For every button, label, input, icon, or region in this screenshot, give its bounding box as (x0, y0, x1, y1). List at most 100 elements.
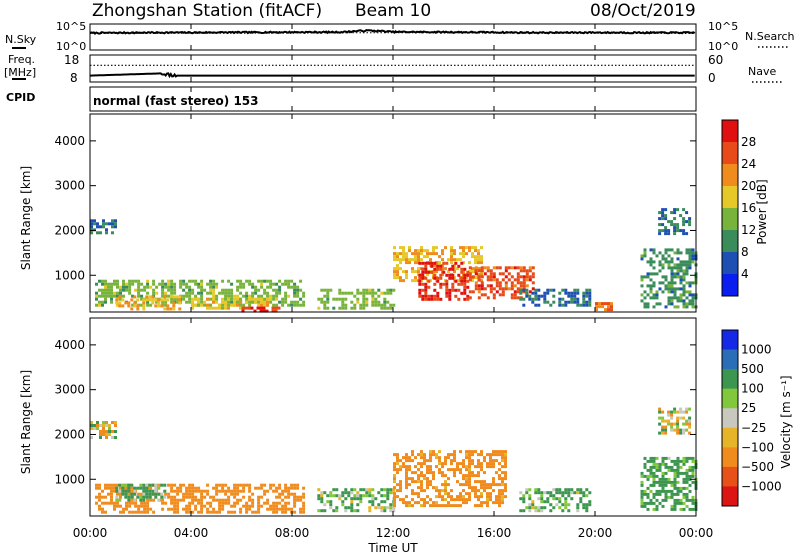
heatmap-cell (188, 507, 192, 511)
heatmap-cell (688, 254, 692, 258)
heatmap-cell (380, 291, 384, 295)
heatmap-cell (127, 486, 131, 490)
heatmap-cell (682, 422, 686, 426)
heatmap-cell (359, 497, 363, 501)
heatmap-cell (661, 229, 665, 233)
heatmap-cell (601, 302, 604, 306)
heatmap-cell (441, 258, 444, 262)
heatmap-cell (293, 510, 297, 514)
heatmap-cell (439, 267, 443, 271)
heatmap-cell (652, 462, 656, 466)
heatmap-cell (480, 495, 483, 499)
heatmap-cell (338, 306, 342, 310)
heatmap-cell (489, 462, 492, 466)
heatmap-cell (90, 222, 93, 226)
heatmap-cell (203, 300, 206, 304)
heatmap-cell (664, 217, 668, 221)
heatmap-cell (154, 492, 158, 496)
heatmap-cell (658, 251, 662, 255)
heatmap-cell (468, 468, 471, 472)
heatmap-cell (453, 249, 456, 253)
heatmap-cell (573, 491, 577, 495)
heatmap-cell (522, 297, 526, 301)
heatmap-cell (447, 492, 450, 496)
heatmap-cell (161, 291, 165, 295)
noise-left-tick-bottom: 10^0 (56, 40, 86, 53)
heatmap-cell (377, 288, 381, 292)
heatmap-cell (489, 483, 492, 487)
heatmap-cell (275, 288, 279, 292)
heatmap-cell (335, 494, 339, 498)
heatmap-cell (652, 296, 656, 300)
heatmap-cell (125, 507, 128, 511)
heatmap-cell (685, 480, 689, 484)
heatmap-cell (462, 459, 465, 463)
heatmap-cell (393, 495, 396, 499)
heatmap-cell (658, 269, 662, 273)
heatmap-cell (293, 498, 297, 502)
heatmap-cell (652, 495, 656, 499)
heatmap-cell (399, 279, 402, 283)
heatmap-cell (278, 492, 282, 496)
heatmap-cell (124, 495, 128, 499)
heatmap-cell (463, 282, 467, 286)
heatmap-cell (688, 456, 692, 460)
heatmap-cell (209, 288, 213, 292)
heatmap-cell (215, 510, 219, 514)
heatmap-cell (326, 494, 330, 498)
heatmap-cell (389, 503, 393, 507)
heatmap-cell (670, 281, 674, 285)
heatmap-cell (257, 300, 261, 304)
heatmap-cell (453, 459, 456, 463)
heatmap-cell (148, 295, 152, 299)
heatmap-cell (317, 497, 321, 501)
heatmap-cell (296, 288, 300, 292)
heatmap-cell (197, 297, 200, 301)
heatmap-cell (528, 290, 532, 294)
heatmap-cell (474, 504, 477, 508)
heatmap-cell (640, 278, 644, 282)
heatmap-cell (108, 222, 111, 226)
heatmap-cell (359, 488, 363, 492)
heatmap-cell (338, 288, 342, 292)
power-colorbar-swatch (722, 208, 738, 231)
heatmap-cell (185, 507, 189, 511)
heatmap-cell (685, 495, 689, 499)
heatmap-cell (576, 491, 580, 495)
heatmap-cell (142, 489, 146, 493)
heatmap-cell (460, 270, 464, 274)
heatmap-cell (414, 471, 417, 475)
heatmap-cell (447, 258, 450, 262)
heatmap-cell (230, 489, 234, 493)
velocity-colorbar-swatch (722, 349, 738, 370)
velocity-colorbar-swatch (722, 466, 738, 487)
heatmap-cell (329, 506, 333, 510)
heatmap-cell (160, 298, 164, 302)
heatmap-cell (405, 252, 408, 256)
heatmap-cell (380, 509, 384, 513)
heatmap-cell (127, 304, 131, 308)
heatmap-cell (262, 306, 266, 310)
heatmap-cell (682, 410, 686, 414)
heatmap-cell (356, 288, 360, 292)
heatmap-cell (432, 486, 435, 490)
heatmap-cell (661, 459, 665, 463)
velocity-colorbar-tick: −500 (741, 460, 774, 474)
heatmap-cell (236, 483, 240, 487)
heatmap-cell (685, 272, 689, 276)
heatmap-cell (682, 217, 686, 221)
heatmap-cell (200, 498, 204, 502)
heatmap-cell (537, 303, 541, 307)
heatmap-cell (679, 299, 683, 303)
heatmap-cell (498, 453, 501, 457)
heatmap-cell (287, 495, 291, 499)
heatmap-cell (359, 291, 363, 295)
heatmap-cell (350, 291, 354, 295)
heatmap-cell (411, 258, 414, 262)
heatmap-cell (155, 291, 159, 295)
heatmap-cell (468, 486, 471, 490)
x-tick-label: 04:00 (174, 526, 209, 540)
heatmap-cell (383, 303, 387, 307)
heatmap-cell (356, 291, 360, 295)
